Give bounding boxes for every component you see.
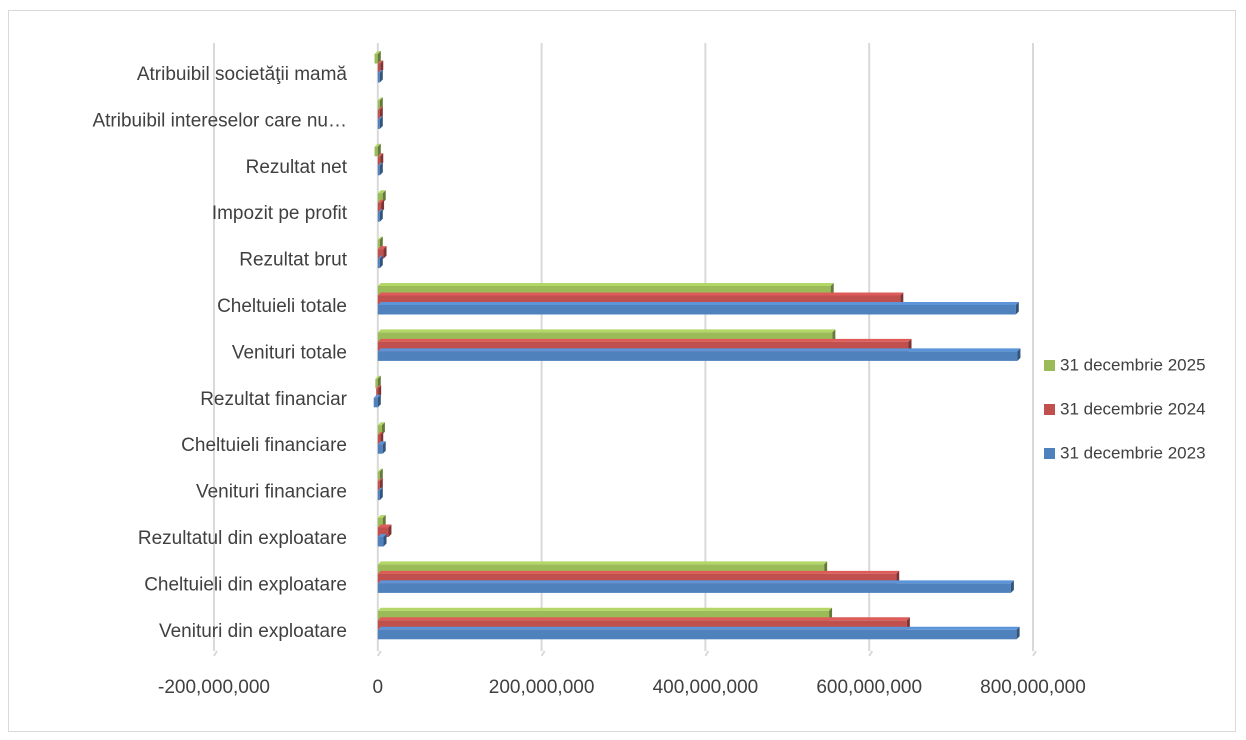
legend-swatch xyxy=(1044,404,1055,415)
category-label: Rezultat net xyxy=(246,157,348,178)
bar xyxy=(377,70,383,83)
bar xyxy=(377,570,900,584)
category-label: Impozit pe profit xyxy=(212,203,348,224)
category-labels: Venituri din exploatare Cheltuieli din ex… xyxy=(92,64,347,642)
bar xyxy=(377,199,385,213)
x-tick-label: 800,000,000 xyxy=(980,677,1086,698)
x-tick-label: 600,000,000 xyxy=(816,677,922,698)
bar xyxy=(374,51,381,64)
x-tick-label: 0 xyxy=(373,677,384,698)
bar xyxy=(377,515,386,528)
category-label: Cheltuieli totale xyxy=(217,296,347,317)
bar xyxy=(377,209,383,222)
bar-chart: Venituri din exploatare Cheltuieli din ex… xyxy=(92,43,1206,698)
gridline-depth xyxy=(376,650,382,657)
bar xyxy=(377,338,912,352)
bar xyxy=(377,329,836,342)
bar xyxy=(377,468,383,482)
category-label: Cheltuieli din exploatare xyxy=(144,574,347,595)
bar xyxy=(377,478,383,491)
legend-item: 31 decembrie 2024 xyxy=(1044,399,1206,418)
bar xyxy=(374,143,381,157)
bar xyxy=(377,283,834,296)
bar xyxy=(375,375,381,389)
bar xyxy=(377,255,383,269)
x-tick-label: 400,000,000 xyxy=(653,677,759,698)
legend: 31 decembrie 2025 31 decembrie 2024 31 dec… xyxy=(1044,355,1206,462)
bar xyxy=(377,617,910,630)
bar xyxy=(377,236,383,250)
bar xyxy=(377,441,386,454)
x-tick-labels: -200,000,000 0 200,000,000 400,000,000 600,0… xyxy=(158,677,1086,698)
bar xyxy=(377,60,384,73)
gridline-depth xyxy=(704,650,710,657)
legend-item: 31 decembrie 2023 xyxy=(1044,443,1206,462)
bar xyxy=(377,292,904,305)
gridline-depth xyxy=(868,650,874,657)
bar xyxy=(377,607,833,621)
category-label: Cheltuieli financiare xyxy=(181,435,347,456)
category-label: Venituri financiare xyxy=(196,482,347,503)
bar xyxy=(377,162,383,176)
bar xyxy=(377,534,387,547)
category-label: Atribuibil intereselor care nu… xyxy=(92,110,347,131)
bar xyxy=(373,394,381,408)
legend-label: 31 decembrie 2024 xyxy=(1060,399,1206,418)
category-label: Venituri totale xyxy=(232,342,347,363)
category-label: Rezultat brut xyxy=(239,250,347,271)
bar xyxy=(377,524,392,537)
x-tick-label: 200,000,000 xyxy=(489,677,595,698)
bars xyxy=(373,51,1021,640)
gridline-depth xyxy=(213,650,218,657)
bar xyxy=(377,561,828,574)
legend-swatch xyxy=(1044,448,1055,459)
legend-label: 31 decembrie 2025 xyxy=(1060,355,1206,374)
bar xyxy=(377,431,384,445)
bar xyxy=(377,116,383,129)
legend-item: 31 decembrie 2025 xyxy=(1044,355,1206,374)
bar xyxy=(377,153,384,166)
category-label: Venituri din exploatare xyxy=(159,621,347,642)
bar xyxy=(377,626,1020,640)
category-label: Rezultat financiar xyxy=(200,389,347,410)
bar xyxy=(377,246,387,259)
category-label: Rezultatul din exploatare xyxy=(138,528,347,549)
bar xyxy=(377,422,385,435)
bar xyxy=(377,190,386,203)
gridline-depth xyxy=(1032,650,1037,657)
bar xyxy=(376,385,382,398)
legend-swatch xyxy=(1044,360,1055,371)
bar xyxy=(377,348,1021,361)
gridline-depth xyxy=(540,650,546,657)
legend-label: 31 decembrie 2023 xyxy=(1060,443,1206,462)
bar xyxy=(377,302,1019,315)
bar xyxy=(377,97,383,110)
x-tick-label: -200,000,000 xyxy=(158,677,270,698)
bar xyxy=(377,580,1014,593)
bar xyxy=(377,487,383,501)
chart-frame: Venituri din exploatare Cheltuieli din ex… xyxy=(8,10,1236,732)
bar xyxy=(377,106,383,120)
category-label: Atribuibil societăţii mamă xyxy=(137,64,348,85)
